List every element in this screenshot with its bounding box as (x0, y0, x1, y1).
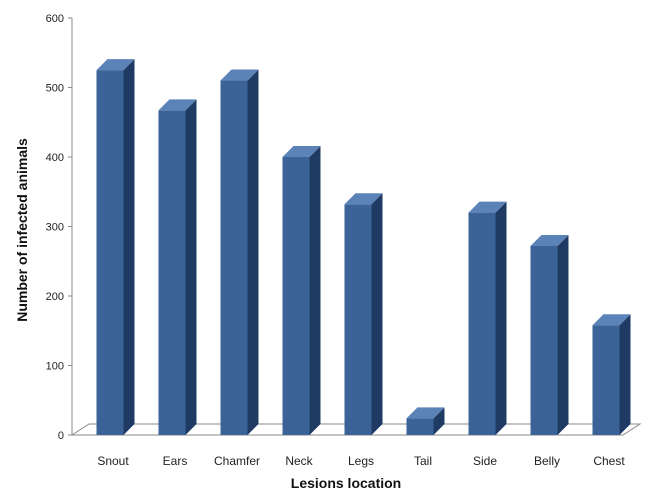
bar-ears (158, 99, 197, 435)
bar-side (495, 201, 507, 435)
bar-front (282, 157, 310, 435)
y-tick-label: 300 (46, 222, 64, 234)
bar-top (220, 69, 259, 81)
x-axis-title: Lesions location (291, 475, 401, 491)
bars (96, 59, 631, 436)
bar-chest (592, 314, 631, 435)
bar-side (619, 314, 631, 435)
x-tick-label: Side (473, 454, 497, 468)
bar-top (468, 201, 507, 213)
bar-front (592, 325, 620, 435)
bar-side (123, 59, 135, 435)
bar-top (158, 99, 197, 111)
x-tick-label: Snout (97, 454, 129, 468)
x-tick-labels: Snout Ears Chamfer Neck Legs Tail Side Belly Che… (97, 454, 625, 468)
bar-front (530, 245, 558, 435)
x-tick-label: Tail (414, 454, 432, 468)
y-ticks: 0 100 200 300 400 500 600 (46, 13, 72, 442)
y-tick-label: 100 (46, 361, 64, 373)
bar-front (96, 70, 124, 435)
bar-side (309, 146, 321, 435)
x-tick-label: Neck (285, 454, 313, 468)
x-tick-label: Chamfer (214, 454, 260, 468)
bar-tail (406, 407, 445, 435)
x-tick-label: Chest (593, 454, 625, 468)
y-tick-label: 600 (46, 13, 64, 25)
bar-front (220, 80, 248, 436)
y-tick-label: 200 (46, 291, 64, 303)
y-tick-label: 500 (46, 83, 64, 95)
bar-top (530, 234, 569, 246)
bar-snout (96, 59, 135, 435)
bar-side (185, 99, 197, 435)
bar-side (247, 69, 259, 436)
bar-top (96, 59, 135, 71)
y-axis-title: Number of infected animals (14, 138, 30, 322)
bar-front (468, 212, 496, 435)
bar-chamfer (220, 69, 259, 436)
y-tick-label: 0 (58, 430, 64, 442)
x-tick-label: Ears (163, 454, 188, 468)
y-tick-label: 400 (46, 152, 64, 164)
bar-top (406, 407, 445, 419)
x-tick-label: Belly (534, 454, 560, 468)
bar-top (344, 193, 383, 205)
bar-front (344, 204, 372, 435)
bar-side (433, 407, 445, 435)
bar-side (468, 201, 507, 435)
x-tick-label: Legs (348, 454, 374, 468)
bar-legs (344, 193, 383, 435)
bar-belly (530, 234, 569, 435)
bar-top (592, 314, 631, 326)
bar-neck (282, 146, 321, 435)
bar-front (406, 418, 434, 435)
bar-front (158, 110, 186, 435)
bar-top (282, 146, 321, 157)
bar-side (371, 193, 383, 435)
bar-side (557, 234, 569, 435)
